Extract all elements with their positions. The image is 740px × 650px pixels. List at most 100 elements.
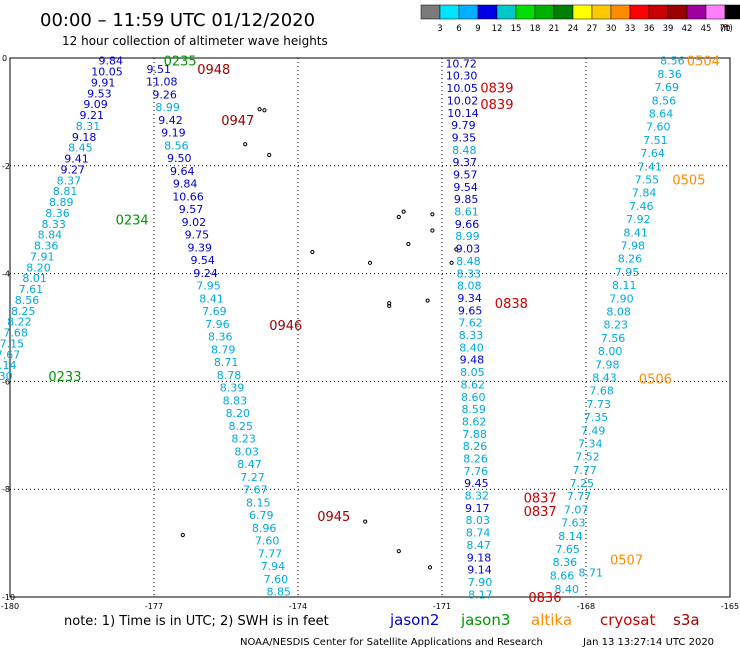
swh-value-label: 11.08 <box>146 76 178 89</box>
colorbar-label: 45 <box>701 24 712 34</box>
x-tick-label: -165 <box>721 602 739 611</box>
swh-value-label: 7.77 <box>258 547 283 560</box>
swh-value-label: 7.92 <box>626 213 651 226</box>
swh-value-label: 9.35 <box>452 131 477 144</box>
time-label: 0839 <box>480 82 513 97</box>
swh-value-label: 8.81 <box>53 185 78 198</box>
swh-value-label: 8.64 <box>649 107 674 120</box>
island-mark <box>430 212 435 217</box>
swh-value-label: 9.50 <box>167 152 192 165</box>
y-tick-label: -4 <box>2 270 10 279</box>
plot-frame <box>9 57 731 598</box>
colorbar-swatch <box>458 4 479 20</box>
swh-value-label: 8.30 <box>0 370 13 383</box>
island-mark <box>449 260 454 265</box>
legend-altika: altika <box>531 611 572 629</box>
swh-value-label: 8.71 <box>214 356 239 369</box>
swh-value-label: 7.25 <box>570 477 595 490</box>
colorbar-swatch <box>553 4 574 20</box>
swh-value-label: 7.49 <box>581 424 606 437</box>
colorbar-swatch <box>572 4 593 20</box>
swh-value-label: 8.56 <box>15 294 40 307</box>
swh-value-label: 7.61 <box>19 283 44 296</box>
swh-value-label: 8.99 <box>455 230 480 243</box>
colorbar-label: 30 <box>606 24 617 34</box>
swh-value-label: 8.40 <box>555 583 580 596</box>
island-mark <box>401 209 406 214</box>
swh-value-label: 9.02 <box>182 216 207 229</box>
swh-value-label: 8.11 <box>612 279 637 292</box>
swh-value-label: 7.94 <box>261 560 286 573</box>
island-mark <box>406 241 411 247</box>
time-label: 0947 <box>221 114 254 129</box>
swh-value-label: 8.22 <box>7 316 32 329</box>
swh-value-label: 9.65 <box>458 304 483 317</box>
swh-value-label: 8.99 <box>155 101 180 114</box>
swh-value-label: 7.91 <box>30 250 55 263</box>
swh-value-label: 7.60 <box>264 573 289 586</box>
swh-value-label: 10.30 <box>446 70 478 83</box>
swh-value-label: 10.14 <box>447 107 479 120</box>
swh-value-label: 8.08 <box>606 305 631 318</box>
swh-value-label: 8.31 <box>76 120 101 133</box>
colorbar-swatch <box>667 4 688 20</box>
swh-value-label: 7.68 <box>3 327 28 340</box>
swh-value-label: 9.09 <box>83 98 108 111</box>
swh-value-label: 8.26 <box>618 253 643 266</box>
swh-value-label: 7.62 <box>458 317 483 330</box>
swh-value-label: 7.15 <box>0 337 24 350</box>
swh-value-label: 8.48 <box>452 144 477 157</box>
swh-value-label: 7.65 <box>555 543 580 556</box>
swh-value-label: 9.18 <box>467 551 492 564</box>
swh-value-label: 9.45 <box>464 477 489 490</box>
legend-s3a: s3a <box>673 611 700 629</box>
swh-value-label: 7.96 <box>205 318 230 331</box>
swh-value-label: 9.24 <box>193 267 218 280</box>
colorbar-swatch <box>629 4 650 20</box>
colorbar-swatch <box>496 4 517 20</box>
colorbar-label: 6 <box>456 24 461 34</box>
swh-value-label: 7.88 <box>462 428 487 441</box>
swh-value-label: 8.32 <box>465 490 490 503</box>
island-mark <box>180 532 185 538</box>
swh-value-label: 9.85 <box>454 193 479 206</box>
swh-value-label: 8.84 <box>38 229 63 242</box>
colorbar-swatch <box>724 4 740 20</box>
swh-value-label: 8.96 <box>252 522 277 535</box>
swh-value-label: 9.75 <box>185 229 210 242</box>
colorbar-label: 27 <box>587 24 598 34</box>
island-mark <box>257 107 262 112</box>
swh-value-label: 9.27 <box>60 163 85 176</box>
swh-value-label: 9.79 <box>451 119 476 132</box>
colorbar-label: 42 <box>682 24 693 34</box>
swh-value-label: 8.36 <box>208 331 233 344</box>
colorbar-swatch <box>420 4 441 20</box>
swh-value-label: 8.71 <box>579 567 604 580</box>
swh-value-label: 8.20 <box>26 261 51 274</box>
time-label: 0507 <box>610 553 643 568</box>
time-label: 0837 <box>524 505 557 520</box>
swh-value-label: 8.20 <box>226 407 251 420</box>
colorbar-label: 36 <box>644 24 655 34</box>
y-tick-label: -2 <box>2 162 10 171</box>
time-label: 0506 <box>639 373 672 388</box>
swh-value-label: 8.41 <box>623 226 648 239</box>
swh-value-label: 8.59 <box>461 403 486 416</box>
colorbar-label: 3 <box>437 24 442 34</box>
colorbar-label: 9 <box>475 24 480 34</box>
swh-value-label: 8.37 <box>57 174 82 187</box>
swh-value-label: 9.19 <box>161 127 186 140</box>
swh-value-label: 8.03 <box>465 514 490 527</box>
swh-value-label: 7.90 <box>468 576 493 589</box>
swh-value-label: 8.36 <box>657 68 682 81</box>
x-tick-label: -171 <box>433 602 451 611</box>
island-mark <box>396 214 401 220</box>
swh-value-label: 7.60 <box>646 121 671 134</box>
colorbar-unit: (ft) <box>720 24 733 34</box>
swh-value-label: 7.60 <box>255 535 280 548</box>
island-mark <box>243 142 248 147</box>
swh-value-label: 8.56 <box>652 94 677 107</box>
swh-value-label: 9.48 <box>460 354 485 367</box>
swh-value-label: 7.35 <box>584 411 609 424</box>
time-label: 0948 <box>197 63 230 78</box>
